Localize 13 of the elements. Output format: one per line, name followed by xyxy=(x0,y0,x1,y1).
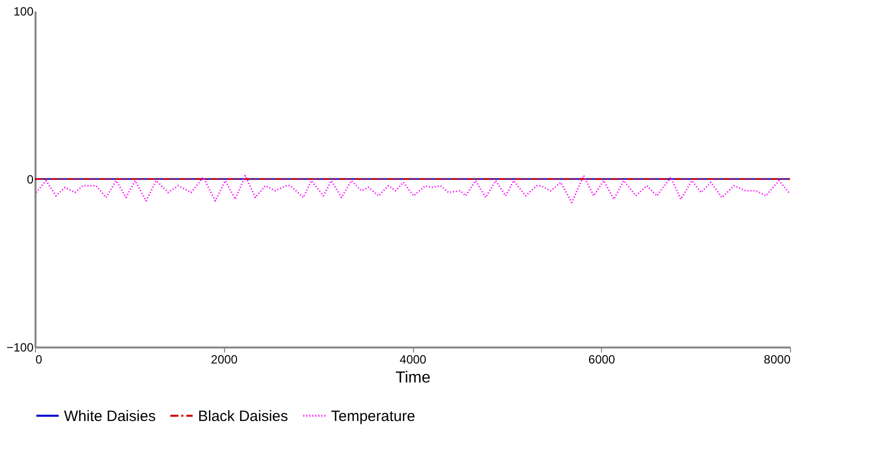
y-tick-label: 0 xyxy=(26,172,34,186)
x-tick-label: 4000 xyxy=(400,352,427,366)
legend-label: Temperature xyxy=(331,408,416,425)
y-tick-label: −100 xyxy=(6,340,34,354)
x-axis-title: Time xyxy=(396,370,431,386)
line-series xyxy=(35,174,790,204)
x-tick-label: 6000 xyxy=(588,352,616,366)
legend-label: White Daisies xyxy=(64,408,156,425)
x-tick-label: 8000 xyxy=(764,352,791,366)
y-tick-label: 100 xyxy=(13,4,34,18)
x-tick-label: 0 xyxy=(36,352,42,366)
x-tick-label: 2000 xyxy=(210,352,238,366)
legend-label: Black Daisies xyxy=(198,408,288,425)
